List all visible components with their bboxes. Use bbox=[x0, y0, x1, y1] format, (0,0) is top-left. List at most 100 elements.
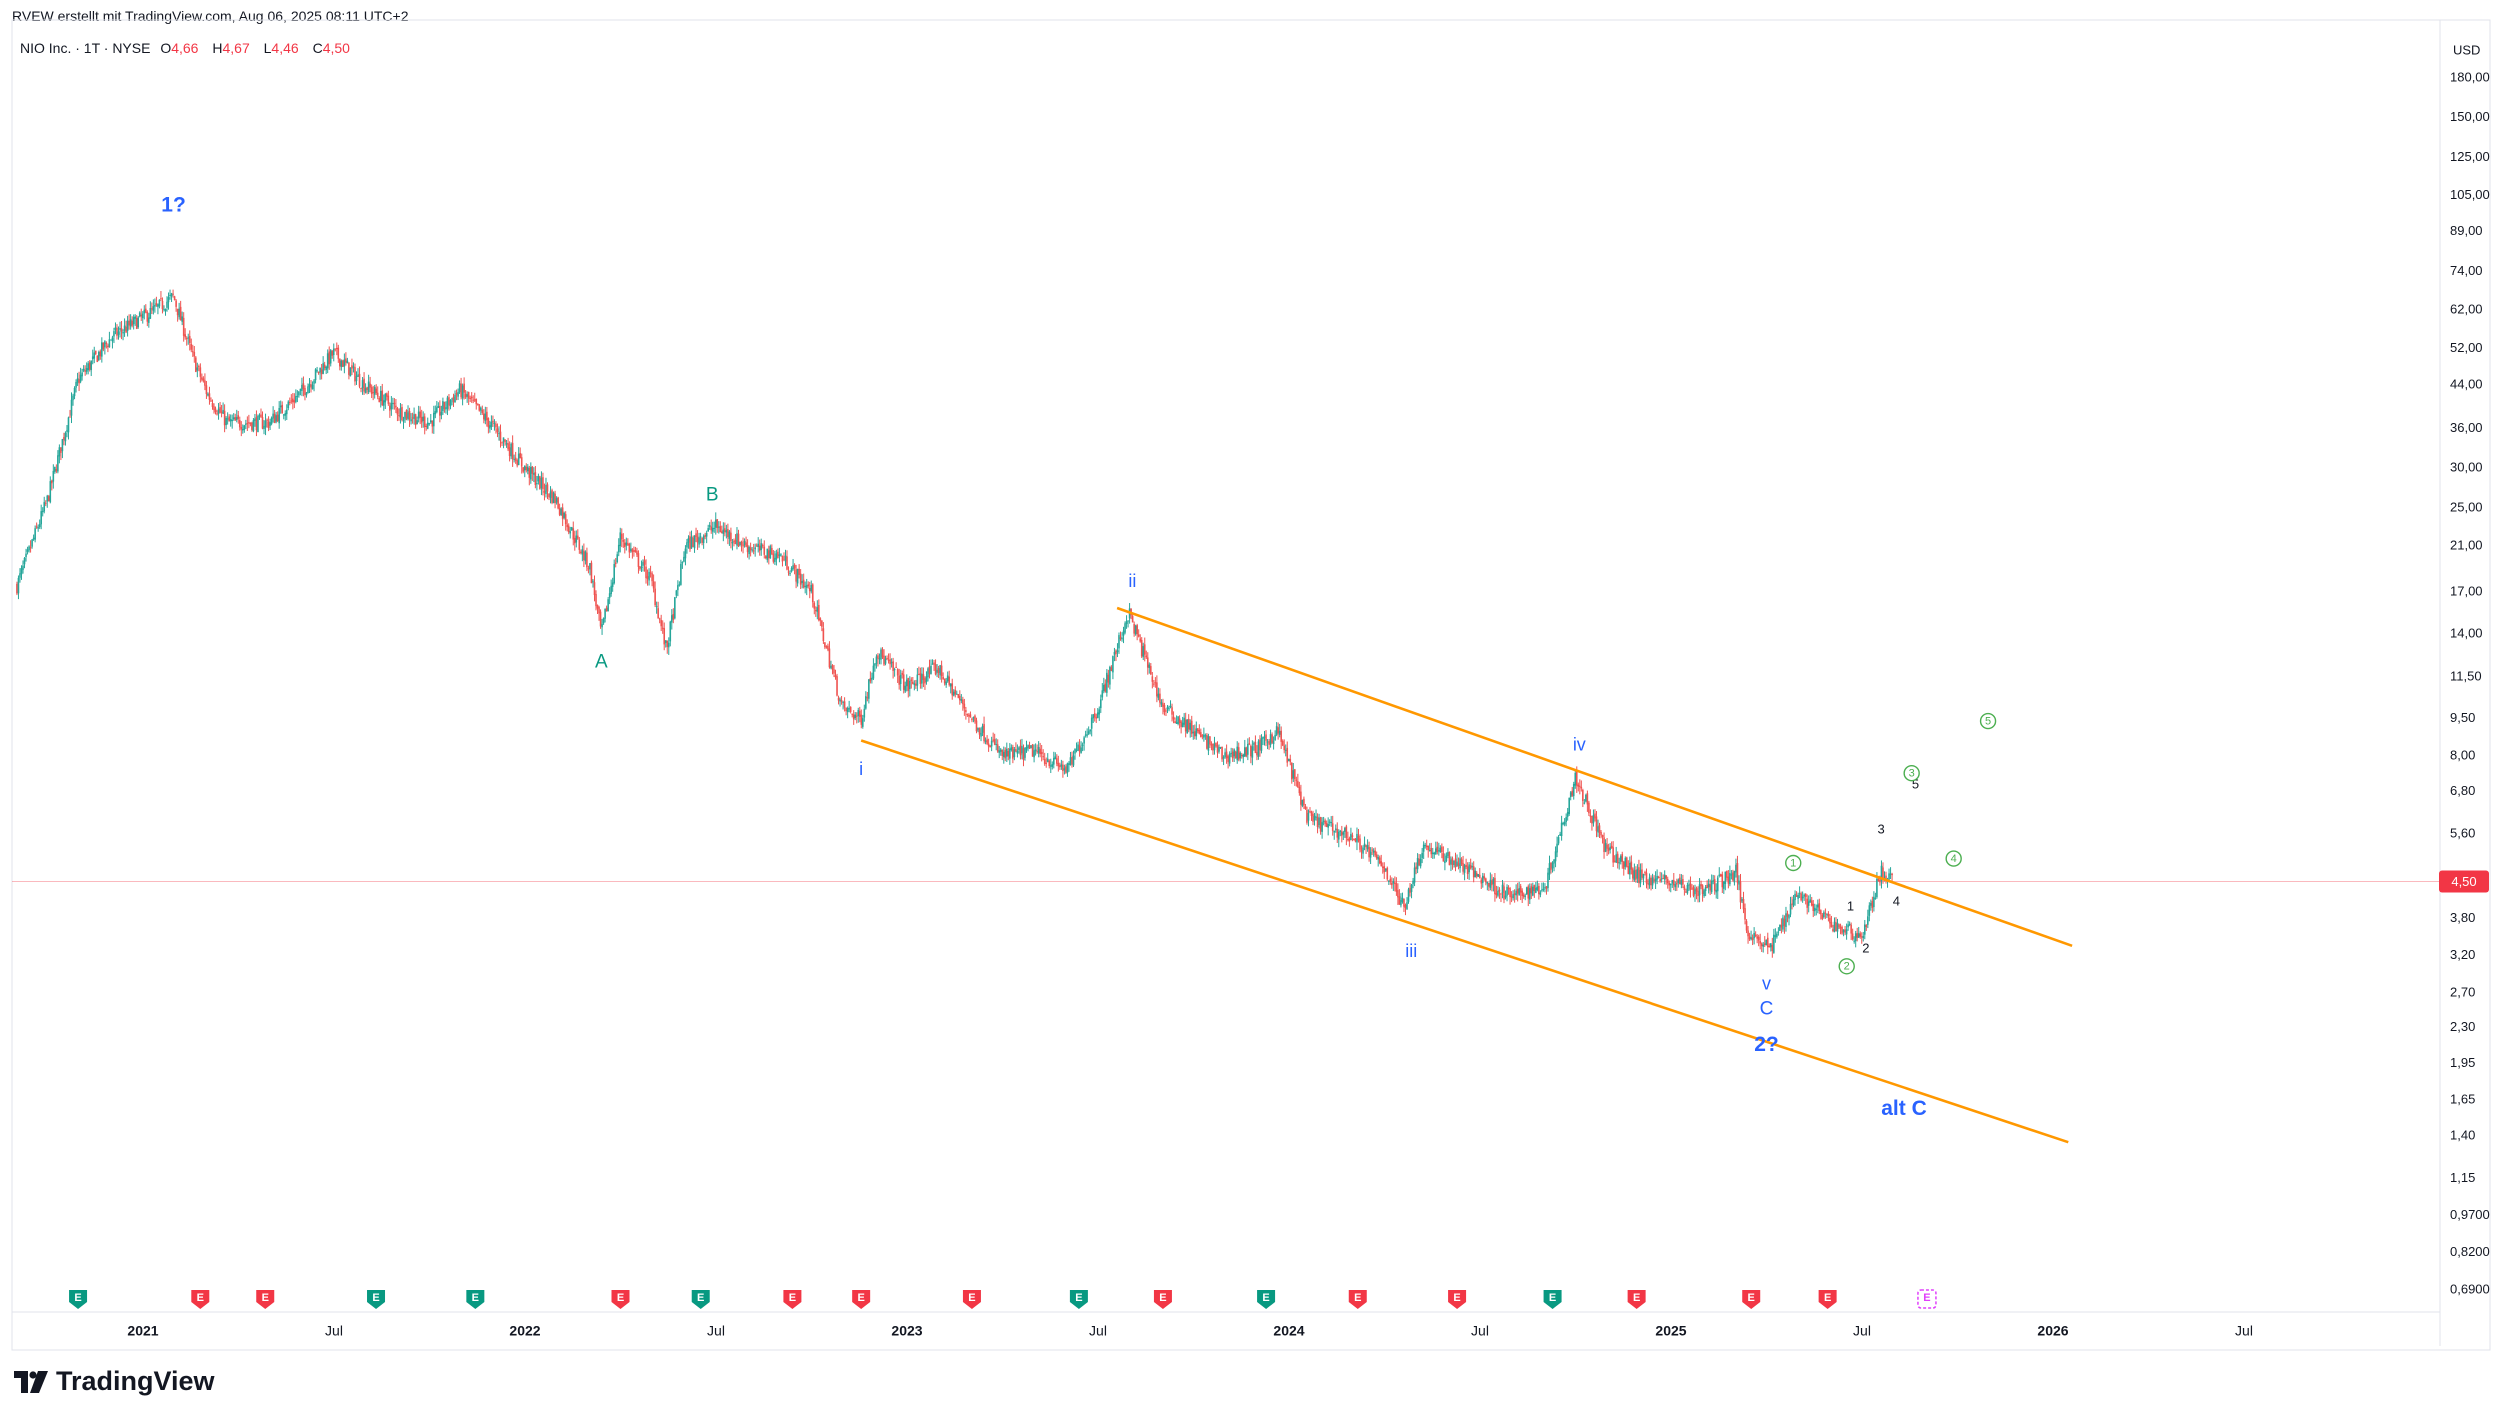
candle-body bbox=[305, 392, 308, 396]
earnings-event-icon[interactable]: E bbox=[691, 1290, 710, 1309]
earnings-event-icon[interactable]: E bbox=[1448, 1290, 1467, 1309]
candle-body bbox=[896, 669, 899, 676]
candle-body bbox=[433, 412, 435, 427]
candle-body bbox=[1501, 884, 1504, 894]
candle bbox=[931, 659, 934, 665]
candle bbox=[148, 312, 150, 328]
earnings-event-icon[interactable]: E bbox=[69, 1290, 88, 1309]
candle-body bbox=[1806, 898, 1808, 908]
earnings-event-icon[interactable]: E bbox=[1257, 1290, 1276, 1309]
circled-wave-number: 1 bbox=[1790, 857, 1796, 869]
earnings-event-icon[interactable]: E bbox=[611, 1290, 630, 1309]
candle bbox=[317, 371, 320, 375]
channel-upper-line[interactable] bbox=[1116, 606, 2073, 948]
candle-body bbox=[805, 585, 808, 588]
candle-body bbox=[1466, 866, 1469, 875]
candle bbox=[1604, 839, 1607, 853]
candle-body bbox=[191, 351, 194, 353]
candle bbox=[904, 681, 907, 693]
candle bbox=[710, 519, 713, 534]
candle bbox=[1801, 891, 1804, 903]
price-axis[interactable]: USD180,00150,00125,00105,0089,0074,0062,… bbox=[2439, 42, 2490, 1296]
candle-body bbox=[398, 415, 400, 417]
earnings-event-icon[interactable]: E bbox=[1917, 1289, 1937, 1309]
candle-body bbox=[631, 549, 634, 553]
candle-body bbox=[1835, 922, 1837, 932]
candle-body bbox=[658, 618, 661, 620]
candle-body bbox=[813, 602, 816, 609]
candle-body bbox=[378, 397, 381, 403]
earnings-event-icon[interactable]: E bbox=[1543, 1290, 1562, 1309]
candle bbox=[335, 342, 338, 356]
candle bbox=[627, 538, 629, 546]
earnings-event-icon[interactable]: E bbox=[466, 1290, 485, 1309]
currency-label[interactable]: USD bbox=[2453, 42, 2480, 57]
earnings-event-icon[interactable]: E bbox=[1627, 1290, 1646, 1309]
earnings-event-icon[interactable]: E bbox=[1742, 1290, 1761, 1309]
earnings-event-icon[interactable]: E bbox=[783, 1290, 802, 1309]
earnings-event-icon[interactable]: E bbox=[191, 1290, 210, 1309]
candle bbox=[440, 405, 443, 420]
candle bbox=[1284, 744, 1287, 757]
candle bbox=[908, 676, 911, 697]
earnings-event-icon[interactable]: E bbox=[1818, 1290, 1837, 1309]
candle-body bbox=[211, 403, 214, 407]
candle bbox=[1093, 708, 1096, 722]
candle-body bbox=[1609, 846, 1611, 850]
candle bbox=[1870, 899, 1872, 911]
tradingview-logo-icon bbox=[14, 1370, 48, 1393]
candle bbox=[952, 689, 955, 697]
time-axis[interactable]: 2021 Jul 2022 Jul 2023 Jul 2024 Jul 2025 Jul 2026 J… bbox=[127, 1323, 2253, 1339]
earnings-event-icon[interactable]: E bbox=[1069, 1290, 1088, 1309]
candle-body bbox=[555, 498, 558, 503]
earnings-event-icon[interactable]: E bbox=[962, 1290, 981, 1309]
candle-body bbox=[1365, 845, 1367, 848]
candle-body bbox=[1647, 882, 1649, 885]
candle bbox=[669, 620, 672, 647]
candle bbox=[980, 727, 982, 742]
candle bbox=[699, 532, 702, 544]
candle-body bbox=[540, 477, 543, 488]
channel-lower-line[interactable] bbox=[860, 739, 2069, 1144]
candle-body bbox=[1084, 734, 1087, 736]
earnings-event-icon[interactable]: E bbox=[852, 1290, 871, 1309]
earnings-event-bg bbox=[611, 1290, 630, 1309]
candle-body bbox=[887, 659, 890, 661]
close-label: C bbox=[312, 40, 323, 56]
symbol-legend: NIO Inc. · 1T · NYSE O4,66 H4,67 L4,46 C… bbox=[20, 40, 360, 56]
candle bbox=[164, 308, 167, 316]
candle bbox=[825, 645, 828, 649]
candle-body bbox=[99, 351, 102, 357]
candle bbox=[1679, 873, 1681, 885]
candle-body bbox=[1716, 877, 1719, 892]
symbol-title[interactable]: NIO Inc. · 1T · NYSE bbox=[20, 40, 151, 56]
earnings-event-icon[interactable]: E bbox=[367, 1290, 386, 1309]
candle bbox=[278, 401, 280, 429]
candle-body bbox=[1360, 850, 1363, 852]
candle bbox=[1677, 878, 1680, 888]
candle-body bbox=[489, 425, 491, 429]
earnings-event-icon[interactable]: E bbox=[256, 1290, 275, 1309]
earnings-event-icon[interactable]: E bbox=[1153, 1290, 1172, 1309]
candle-body bbox=[1748, 936, 1751, 940]
candle-body bbox=[366, 387, 368, 391]
candle bbox=[1354, 838, 1357, 843]
candle-body bbox=[1844, 929, 1846, 933]
candle bbox=[564, 511, 567, 531]
circle-mark bbox=[1945, 850, 1962, 867]
candle bbox=[996, 739, 999, 753]
candle-body bbox=[252, 420, 255, 432]
candle-body bbox=[1136, 625, 1138, 635]
earnings-event-icon[interactable]: E bbox=[1348, 1290, 1367, 1309]
candle bbox=[35, 522, 38, 529]
candle bbox=[1063, 764, 1066, 775]
channel-layer[interactable] bbox=[860, 606, 2073, 1144]
candle bbox=[110, 339, 112, 341]
candle-body bbox=[493, 422, 496, 424]
candle bbox=[924, 676, 926, 690]
tradingview-logo[interactable]: TradingView bbox=[14, 1366, 215, 1397]
candle-body bbox=[276, 414, 279, 422]
candle-body bbox=[1074, 748, 1076, 754]
